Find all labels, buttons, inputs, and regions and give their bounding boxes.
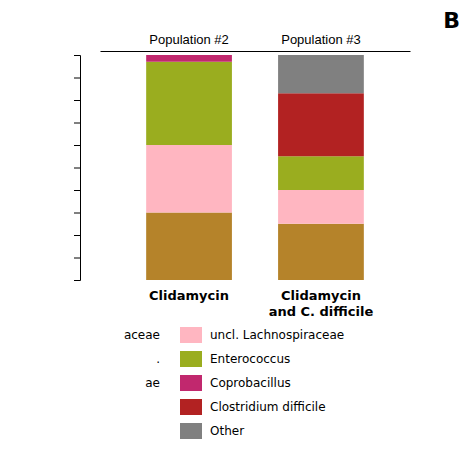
bar-segment — [278, 156, 364, 190]
chart: Population #2 Population #3 B Clidamycin Cli… — [0, 0, 474, 474]
category-label: Population #3 — [281, 32, 361, 47]
category-label: Population #2 — [149, 32, 229, 47]
bar-segment — [278, 55, 364, 93]
y-tick-mark — [74, 55, 80, 56]
category-tick: Population #2 — [149, 32, 229, 51]
y-tick — [74, 123, 80, 124]
y-tick-mark — [74, 213, 80, 214]
legend-swatch — [180, 423, 202, 439]
y-tick — [74, 168, 80, 169]
category-tick: Population #3 — [281, 32, 361, 51]
bar-segment — [146, 145, 232, 213]
y-tick-mark — [74, 280, 80, 281]
y-tick-mark — [74, 145, 80, 146]
legend-label: Other — [210, 424, 244, 438]
y-axis-line — [74, 56, 81, 281]
bars — [146, 55, 364, 280]
y-tick-mark — [74, 258, 80, 259]
annotation: aceae — [124, 328, 160, 342]
annotation: . — [156, 352, 160, 366]
y-tick-mark — [74, 190, 80, 191]
y-axis — [74, 56, 81, 281]
legend-label: uncl. Lachnospiraceae — [210, 328, 344, 342]
y-tick — [74, 190, 80, 191]
bar-segment — [146, 213, 232, 281]
legend-swatch — [180, 375, 202, 391]
y-tick-mark — [74, 123, 80, 124]
bar-segment — [278, 93, 364, 156]
category-axis-line — [101, 51, 411, 52]
legend-label: Clostridium difficile — [210, 400, 326, 414]
y-tick-mark — [74, 78, 80, 79]
annotation: Clidamycinand C. difficile — [269, 288, 374, 319]
y-tick — [74, 55, 80, 56]
annotation: ae — [145, 376, 160, 390]
y-tick-mark — [74, 100, 80, 101]
y-tick — [74, 213, 80, 214]
legend-swatch — [180, 351, 202, 367]
y-tick-mark — [74, 235, 80, 236]
y-tick — [74, 145, 80, 146]
y-tick — [74, 78, 80, 79]
y-tick — [74, 235, 80, 236]
legend-swatch — [180, 399, 202, 415]
bar-segment — [278, 190, 364, 224]
annotation: Clidamycin — [149, 288, 229, 303]
legend-label: Coprobacillus — [210, 376, 291, 390]
legend: uncl. Lachnospiraceae Enterococcus Coproba… — [180, 327, 344, 439]
bar-segment — [278, 224, 364, 280]
category-axis: Population #2 Population #3 — [101, 32, 411, 51]
bar-segment — [146, 62, 232, 145]
legend-label: Enterococcus — [210, 352, 290, 366]
legend-swatch — [180, 327, 202, 343]
y-tick — [74, 100, 80, 101]
bar-segment — [146, 55, 232, 62]
y-tick-mark — [74, 168, 80, 169]
y-tick — [74, 258, 80, 259]
y-tick — [74, 280, 80, 281]
title: B — [443, 8, 460, 33]
